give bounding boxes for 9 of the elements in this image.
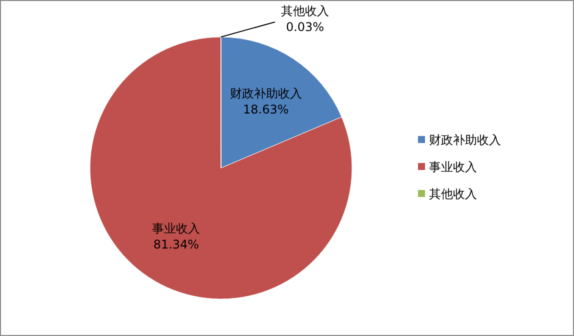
slice-label: 财政补助收入: [230, 86, 302, 100]
legend-label: 其他收入: [429, 187, 477, 201]
data-label: 18.63%: [242, 102, 289, 116]
data-label: 0.03%: [286, 20, 324, 34]
slice-label: 事业收入: [152, 222, 200, 236]
legend-label: 事业收入: [429, 160, 477, 174]
legend-label: 财政补助收入: [429, 133, 501, 147]
slice-label: 其他收入: [281, 4, 329, 18]
data-label: 81.34%: [153, 238, 200, 252]
